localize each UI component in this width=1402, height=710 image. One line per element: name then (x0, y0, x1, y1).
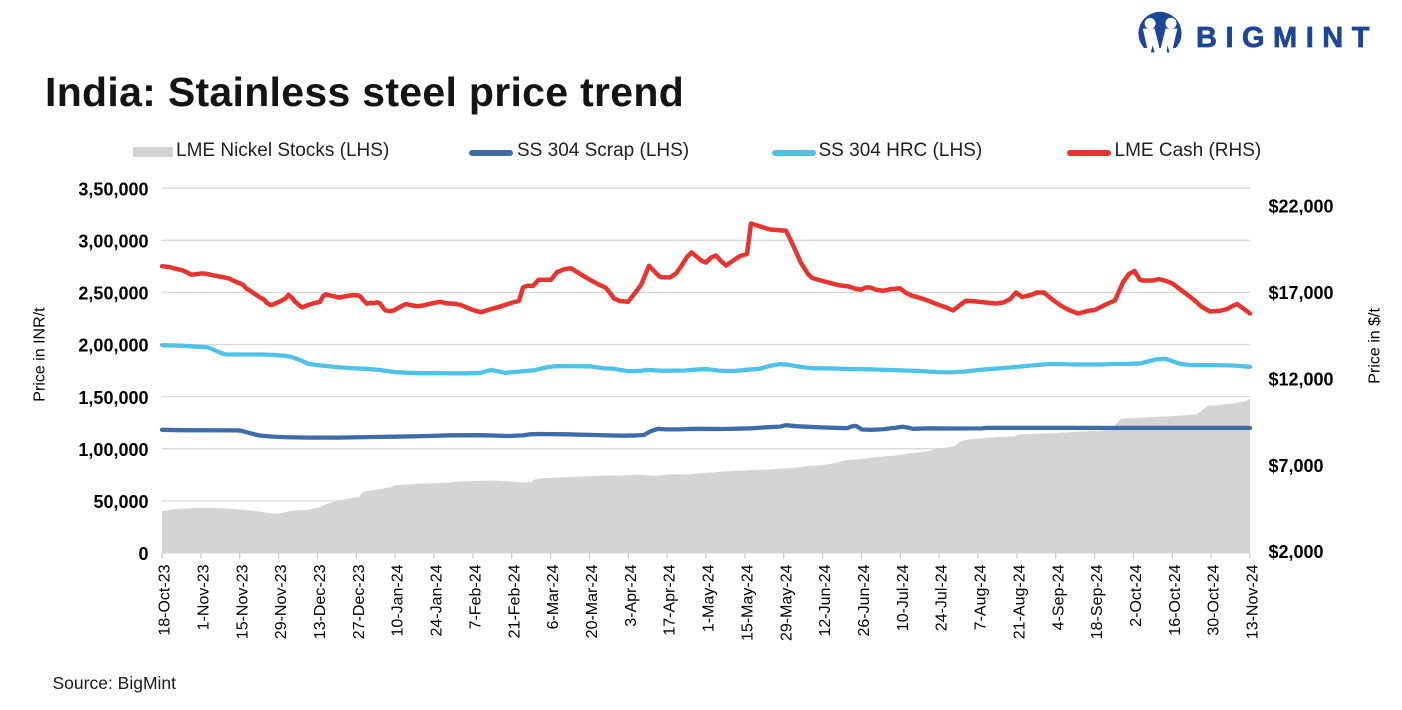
svg-text:17-Apr-24: 17-Apr-24 (662, 564, 679, 635)
svg-text:10-Jul-24: 10-Jul-24 (895, 564, 912, 631)
svg-text:7-Feb-24: 7-Feb-24 (468, 564, 485, 629)
svg-text:0: 0 (138, 544, 148, 564)
svg-text:6-Mar-24: 6-Mar-24 (545, 564, 562, 629)
svg-text:13-Dec-23: 13-Dec-23 (312, 564, 329, 639)
svg-text:4-Sep-24: 4-Sep-24 (1050, 564, 1067, 630)
svg-text:29-May-24: 29-May-24 (778, 564, 795, 641)
svg-text:7-Aug-24: 7-Aug-24 (973, 564, 990, 630)
svg-text:Price in $/t: Price in $/t (1366, 308, 1383, 384)
svg-text:13-Nov-24: 13-Nov-24 (1245, 564, 1262, 639)
svg-text:2,50,000: 2,50,000 (78, 284, 148, 304)
svg-text:21-Aug-24: 21-Aug-24 (1012, 564, 1029, 639)
svg-text:24-Jul-24: 24-Jul-24 (934, 564, 951, 631)
svg-text:26-Jun-24: 26-Jun-24 (856, 564, 873, 636)
svg-text:2,00,000: 2,00,000 (78, 336, 148, 356)
svg-text:18-Oct-23: 18-Oct-23 (157, 564, 174, 635)
svg-text:10-Jan-24: 10-Jan-24 (390, 564, 407, 636)
svg-text:30-Oct-24: 30-Oct-24 (1206, 564, 1223, 635)
svg-text:$17,000: $17,000 (1269, 283, 1334, 303)
svg-text:1-Nov-23: 1-Nov-23 (196, 564, 213, 630)
svg-text:3,00,000: 3,00,000 (78, 232, 148, 252)
svg-text:12-Jun-24: 12-Jun-24 (817, 564, 834, 636)
svg-text:3-Apr-24: 3-Apr-24 (623, 564, 640, 626)
svg-text:21-Feb-24: 21-Feb-24 (506, 564, 523, 638)
svg-text:$22,000: $22,000 (1269, 197, 1334, 217)
svg-text:2-Oct-24: 2-Oct-24 (1128, 564, 1145, 626)
svg-text:18-Sep-24: 18-Sep-24 (1089, 564, 1106, 639)
svg-text:1-May-24: 1-May-24 (701, 564, 718, 632)
svg-text:1,00,000: 1,00,000 (78, 440, 148, 460)
svg-text:29-Nov-23: 29-Nov-23 (273, 564, 290, 639)
svg-text:$2,000: $2,000 (1269, 542, 1324, 562)
svg-text:1,50,000: 1,50,000 (78, 388, 148, 408)
svg-text:3,50,000: 3,50,000 (78, 179, 148, 199)
svg-text:16-Oct-24: 16-Oct-24 (1167, 564, 1184, 635)
svg-text:27-Dec-23: 27-Dec-23 (351, 564, 368, 639)
svg-text:15-Nov-23: 15-Nov-23 (234, 564, 251, 639)
svg-text:50,000: 50,000 (93, 492, 148, 512)
svg-text:Price in INR/t: Price in INR/t (32, 307, 49, 402)
svg-text:24-Jan-24: 24-Jan-24 (429, 564, 446, 636)
svg-text:$7,000: $7,000 (1269, 456, 1324, 476)
svg-text:20-Mar-24: 20-Mar-24 (584, 564, 601, 638)
svg-text:$12,000: $12,000 (1269, 369, 1334, 389)
svg-text:15-May-24: 15-May-24 (740, 564, 757, 641)
